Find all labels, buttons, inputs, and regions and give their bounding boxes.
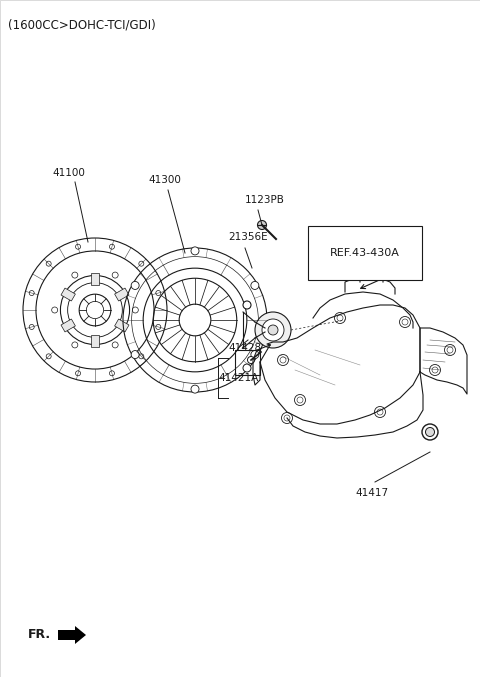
Polygon shape	[61, 319, 75, 332]
Circle shape	[72, 272, 78, 278]
Circle shape	[109, 371, 114, 376]
Circle shape	[444, 345, 456, 355]
Circle shape	[75, 244, 81, 249]
Text: 41100: 41100	[52, 168, 85, 178]
Circle shape	[132, 307, 138, 313]
Circle shape	[277, 355, 288, 366]
Polygon shape	[91, 273, 99, 285]
Circle shape	[29, 324, 34, 330]
Polygon shape	[115, 319, 129, 332]
Circle shape	[46, 261, 51, 266]
Circle shape	[75, 371, 81, 376]
Text: FR.: FR.	[28, 628, 51, 642]
Circle shape	[422, 424, 438, 440]
Polygon shape	[115, 288, 129, 301]
Circle shape	[52, 307, 58, 313]
Circle shape	[112, 272, 118, 278]
Circle shape	[156, 324, 161, 330]
Circle shape	[156, 290, 161, 296]
Circle shape	[399, 317, 410, 328]
Circle shape	[243, 364, 251, 372]
Circle shape	[112, 342, 118, 348]
Circle shape	[257, 221, 266, 230]
Circle shape	[295, 395, 305, 406]
Polygon shape	[91, 335, 99, 347]
Circle shape	[191, 385, 199, 393]
Text: REF.43-430A: REF.43-430A	[330, 248, 400, 258]
Circle shape	[139, 354, 144, 359]
Circle shape	[131, 282, 139, 290]
Text: 41421A: 41421A	[218, 373, 258, 383]
Circle shape	[262, 319, 284, 341]
Circle shape	[109, 244, 114, 249]
Circle shape	[248, 357, 254, 364]
Circle shape	[139, 261, 144, 266]
Circle shape	[268, 325, 278, 335]
Circle shape	[251, 351, 259, 359]
Circle shape	[281, 412, 292, 424]
Circle shape	[251, 282, 259, 290]
Circle shape	[335, 313, 346, 324]
Circle shape	[29, 290, 34, 296]
Circle shape	[46, 354, 51, 359]
Text: (1600CC>DOHC-TCI/GDI): (1600CC>DOHC-TCI/GDI)	[8, 18, 156, 31]
Text: 21356E: 21356E	[228, 232, 268, 242]
Text: 41428: 41428	[228, 343, 261, 353]
Text: 1123PB: 1123PB	[245, 195, 285, 205]
Circle shape	[430, 364, 441, 376]
Circle shape	[374, 406, 385, 418]
Text: 41417: 41417	[355, 488, 388, 498]
Circle shape	[131, 351, 139, 359]
Circle shape	[425, 427, 434, 437]
Circle shape	[72, 342, 78, 348]
Polygon shape	[58, 626, 86, 644]
Polygon shape	[61, 288, 75, 301]
Text: 41300: 41300	[148, 175, 181, 185]
Circle shape	[255, 312, 291, 348]
Circle shape	[191, 247, 199, 255]
Circle shape	[243, 301, 251, 309]
